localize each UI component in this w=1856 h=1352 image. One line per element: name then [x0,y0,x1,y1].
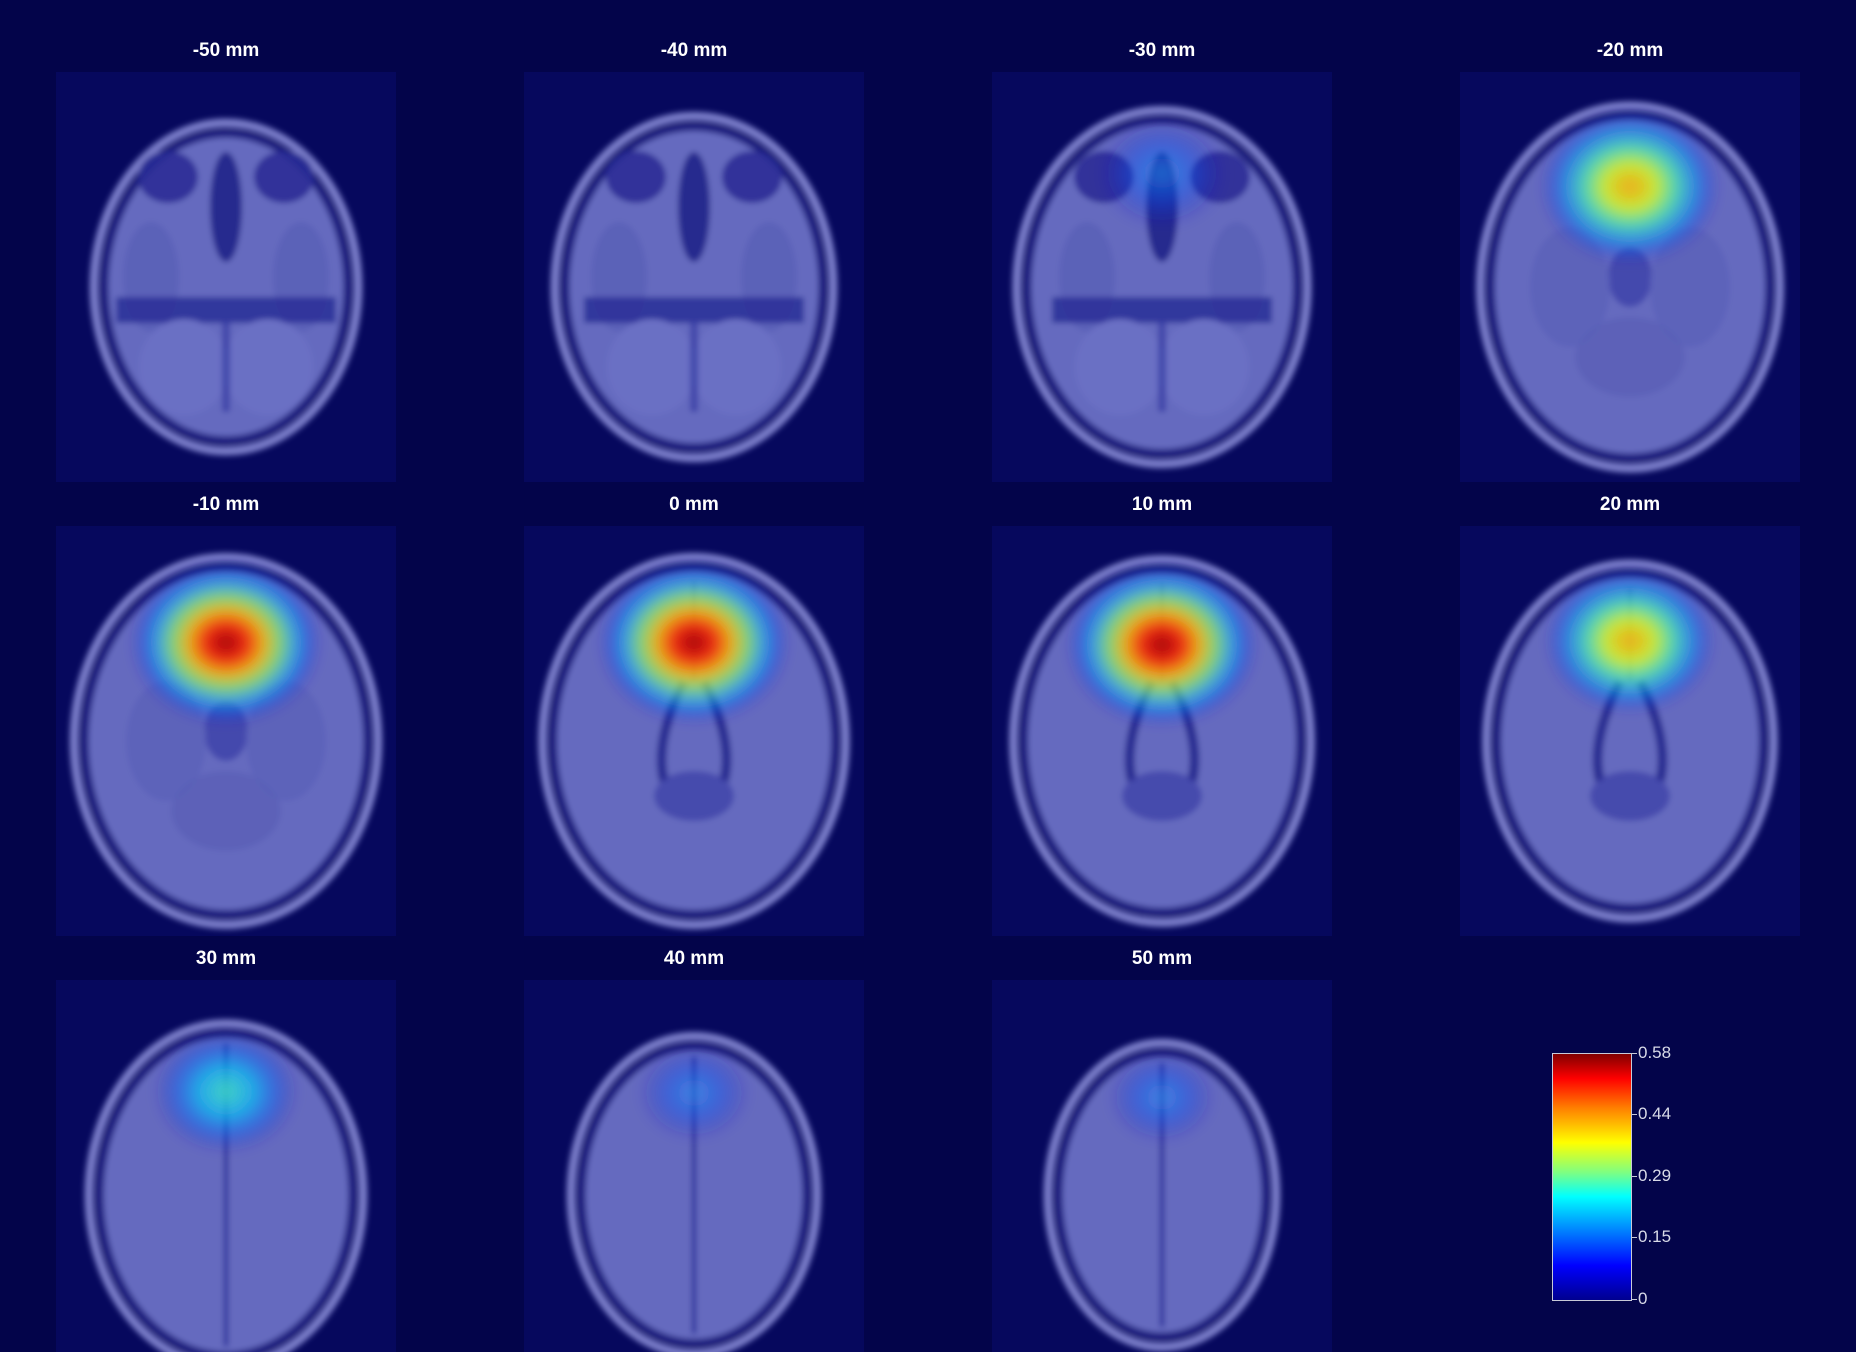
brain-slice-image [992,980,1332,1352]
colorbar-label: 0.15 [1638,1227,1672,1246]
colorbar-tick [1631,1237,1637,1238]
slice-panel: -50 mm [56,36,396,492]
colorbar-tick [1631,1299,1637,1300]
brain-slice-image [56,980,396,1352]
slice-title: 40 mm [663,948,725,969]
brain-slice-image [524,72,864,482]
brain-slice-image [56,72,396,482]
slice-panel: 40 mm [524,944,864,1352]
slice-panel: 0 mm [524,490,864,946]
slice-title: 10 mm [1131,494,1193,515]
brain-slice-image [1460,72,1800,482]
colorbar: 0.58 0.44 0.29 0.15 0 [1552,1044,1692,1308]
colorbar-label-max: 0.58 [1638,1043,1672,1062]
brain-slice-image [56,526,396,936]
slice-panel: 30 mm [56,944,396,1352]
slice-panel: 50 mm [992,944,1332,1352]
colorbar-label-min: 0 [1638,1289,1648,1308]
brain-slice-image [1460,526,1800,936]
colorbar-label: 0.29 [1638,1166,1672,1185]
slice-panel: 10 mm [992,490,1332,946]
colorbar-tick [1631,1114,1637,1115]
colorbar-gradient [1552,1053,1632,1301]
colorbar-tick [1631,1053,1637,1054]
slice-panel: -30 mm [992,36,1332,492]
slice-title: -10 mm [192,494,260,515]
brain-slice-image [524,526,864,936]
slice-title: 30 mm [195,948,257,969]
slice-panel: -40 mm [524,36,864,492]
brain-slice-image [524,980,864,1352]
slice-title: -40 mm [660,40,728,61]
slice-panel: 20 mm [1460,490,1800,946]
brain-slice-image [992,526,1332,936]
slice-title: 0 mm [669,494,719,515]
slice-title: 50 mm [1131,948,1193,969]
slice-title: -20 mm [1596,40,1664,61]
slice-panel: -20 mm [1460,36,1800,492]
slice-title: 20 mm [1599,494,1661,515]
colorbar-label: 0.44 [1638,1104,1672,1123]
brain-slice-image [992,72,1332,482]
slice-title: -50 mm [192,40,260,61]
colorbar-tick [1631,1176,1637,1177]
slice-panel: -10 mm [56,490,396,946]
slice-title: -30 mm [1128,40,1196,61]
